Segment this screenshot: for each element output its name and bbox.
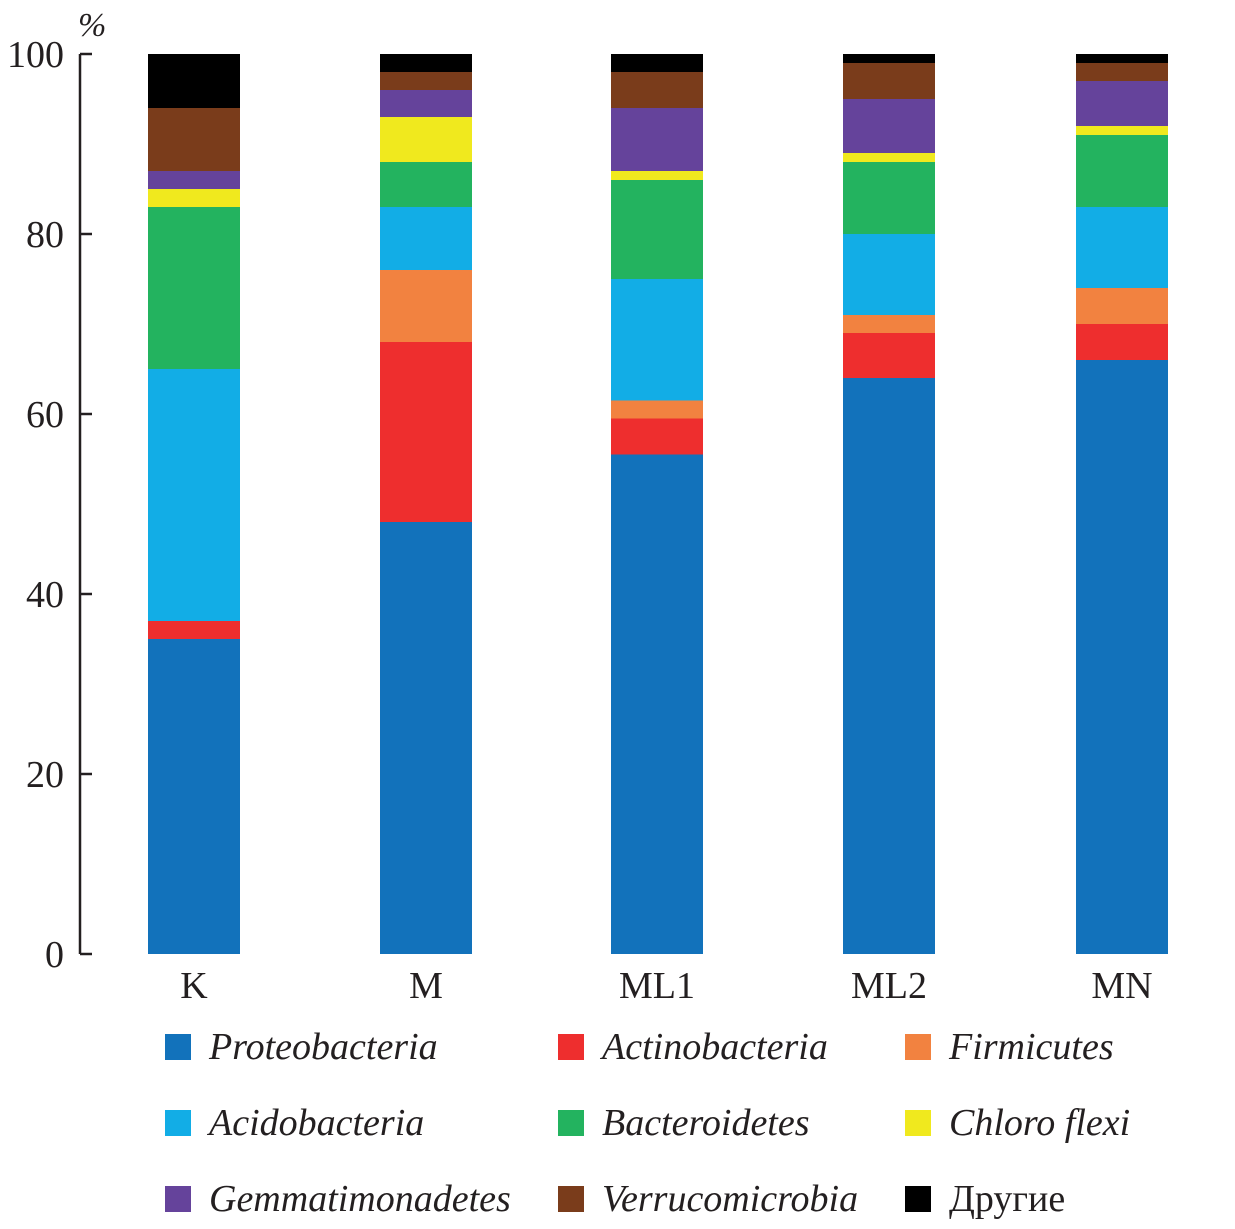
bar-segment-bacteroidetes	[843, 162, 935, 234]
y-tick-label: 20	[26, 754, 64, 796]
bar-segment-gemmatimonadetes	[148, 171, 240, 189]
bar-segment-proteobacteria	[1076, 360, 1168, 954]
bar-segment-bacteroidetes	[148, 207, 240, 369]
x-tick-label: ML2	[851, 965, 927, 1007]
legend-swatch	[558, 1034, 584, 1060]
y-tick-label: 100	[7, 34, 64, 76]
bar-segment-acidobacteria	[148, 369, 240, 621]
legend-label: Verrucomicrobia	[602, 1178, 859, 1220]
y-axis-unit-label: %	[78, 7, 106, 44]
bar-segment-verrucomicrobia	[380, 72, 472, 90]
bar-segment-bacteroidetes	[611, 180, 703, 279]
legend-swatch	[905, 1034, 931, 1060]
bar-segment-acidobacteria	[380, 207, 472, 270]
stacked-bar-chart: 0 20 40 60 80 100 % K M ML1 ML2 MN	[7, 7, 1168, 1007]
bar-segment-actinobacteria	[843, 333, 935, 378]
y-tick-label: 40	[26, 574, 64, 616]
bar-segment-другие	[148, 54, 240, 108]
y-tick-label: 60	[26, 394, 64, 436]
bar-segment-другие	[1076, 54, 1168, 63]
bar-segment-verrucomicrobia	[843, 63, 935, 99]
bar-segment-proteobacteria	[843, 378, 935, 954]
bar-segment-другие	[843, 54, 935, 63]
bar-segment-gemmatimonadetes	[380, 90, 472, 117]
bar-m	[380, 54, 472, 954]
x-axis-labels: K M ML1 ML2 MN	[180, 965, 1152, 1007]
bar-segment-acidobacteria	[843, 234, 935, 315]
legend-item: Другие	[905, 1174, 1065, 1224]
bar-k	[148, 54, 240, 954]
legend-swatch	[558, 1110, 584, 1136]
legend-label: Gemmatimonadetes	[209, 1178, 511, 1220]
bar-segment-actinobacteria	[1076, 324, 1168, 360]
legend-label: Proteobacteria	[209, 1026, 438, 1068]
legend-label: Firmicutes	[949, 1026, 1114, 1068]
legend-item: Gemmatimonadetes	[165, 1174, 511, 1224]
bar-ml2	[843, 54, 935, 954]
bar-segment-chloro-flexi	[380, 117, 472, 162]
legend-label: Другие	[949, 1178, 1066, 1220]
bar-segment-acidobacteria	[611, 279, 703, 401]
bar-segment-firmicutes	[843, 315, 935, 333]
bar-segment-proteobacteria	[611, 454, 703, 954]
legend-item: Chloro flexi	[905, 1098, 1130, 1148]
legend-swatch	[558, 1186, 584, 1212]
bar-segment-chloro-flexi	[611, 171, 703, 180]
bar-segment-chloro-flexi	[1076, 126, 1168, 135]
bar-segment-firmicutes	[1076, 288, 1168, 324]
legend-item: Acidobacteria	[165, 1098, 424, 1148]
legend-label: Chloro flexi	[949, 1102, 1131, 1144]
legend-item: Actinobacteria	[558, 1022, 828, 1072]
bar-ml1	[611, 54, 703, 954]
bar-segment-firmicutes	[380, 270, 472, 342]
y-tick-label: 80	[26, 214, 64, 256]
x-tick-label: K	[180, 965, 208, 1007]
legend-swatch	[165, 1110, 191, 1136]
legend-swatch	[165, 1034, 191, 1060]
bar-segment-actinobacteria	[611, 418, 703, 455]
bar-segment-gemmatimonadetes	[611, 108, 703, 171]
legend-swatch	[165, 1186, 191, 1212]
bar-segment-bacteroidetes	[1076, 135, 1168, 207]
x-tick-label: MN	[1091, 965, 1152, 1007]
bar-segment-acidobacteria	[1076, 207, 1168, 288]
bar-segment-verrucomicrobia	[611, 72, 703, 108]
bar-segment-firmicutes	[611, 400, 703, 419]
legend-swatch	[905, 1186, 931, 1212]
bar-segment-другие	[380, 54, 472, 72]
x-tick-label: M	[409, 965, 443, 1007]
legend-item: Bacteroidetes	[558, 1098, 810, 1148]
bar-segment-gemmatimonadetes	[1076, 81, 1168, 126]
bar-segment-actinobacteria	[380, 342, 472, 522]
bar-segment-actinobacteria	[148, 621, 240, 639]
legend-label: Acidobacteria	[209, 1102, 425, 1144]
bar-segment-gemmatimonadetes	[843, 99, 935, 153]
bar-segment-chloro-flexi	[148, 189, 240, 207]
bar-segment-verrucomicrobia	[148, 108, 240, 171]
bar-segment-chloro-flexi	[843, 153, 935, 162]
bar-segment-bacteroidetes	[380, 162, 472, 207]
bar-segment-proteobacteria	[148, 639, 240, 954]
legend-swatch	[905, 1110, 931, 1136]
y-tick-label: 0	[45, 934, 64, 976]
legend-item: Firmicutes	[905, 1022, 1114, 1072]
legend-item: Verrucomicrobia	[558, 1174, 858, 1224]
bar-segment-другие	[611, 54, 703, 72]
bar-segment-verrucomicrobia	[1076, 63, 1168, 81]
legend-label: Bacteroidetes	[602, 1102, 810, 1144]
bars-group	[148, 54, 1168, 954]
bar-mn	[1076, 54, 1168, 954]
x-tick-label: ML1	[619, 965, 695, 1007]
legend-label: Actinobacteria	[602, 1026, 828, 1068]
legend-item: Proteobacteria	[165, 1022, 438, 1072]
bar-segment-proteobacteria	[380, 522, 472, 954]
y-axis: 0 20 40 60 80 100	[7, 34, 92, 976]
